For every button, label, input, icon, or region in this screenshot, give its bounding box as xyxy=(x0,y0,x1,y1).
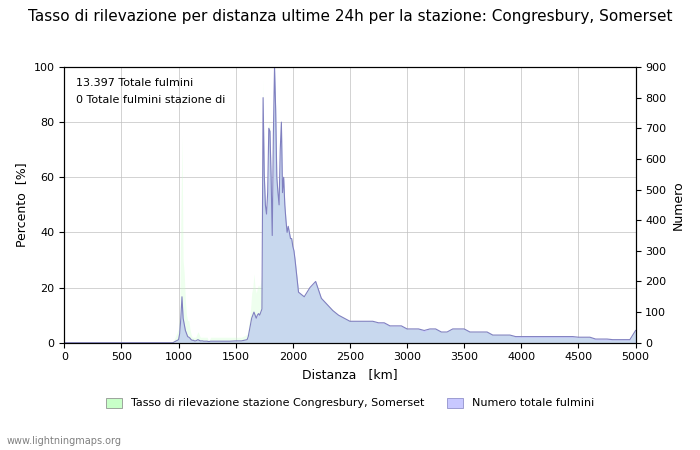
Text: Tasso di rilevazione per distanza ultime 24h per la stazione: Congresbury, Somer: Tasso di rilevazione per distanza ultime… xyxy=(28,9,672,24)
Y-axis label: Numero: Numero xyxy=(672,180,685,230)
Y-axis label: Percento  [%]: Percento [%] xyxy=(15,162,28,247)
X-axis label: Distanza   [km]: Distanza [km] xyxy=(302,368,398,381)
Text: www.lightningmaps.org: www.lightningmaps.org xyxy=(7,436,122,446)
Text: 0 Totale fulmini stazione di: 0 Totale fulmini stazione di xyxy=(76,94,225,104)
Text: 13.397 Totale fulmini: 13.397 Totale fulmini xyxy=(76,78,193,88)
Legend: Tasso di rilevazione stazione Congresbury, Somerset, Numero totale fulmini: Tasso di rilevazione stazione Congresbur… xyxy=(101,393,599,413)
